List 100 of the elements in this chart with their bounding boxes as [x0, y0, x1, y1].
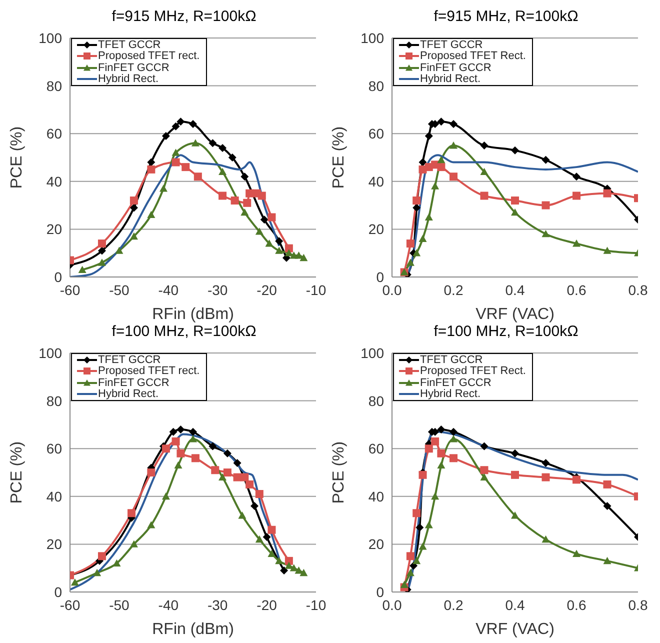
- point: [294, 251, 303, 259]
- point: [412, 249, 421, 256]
- x-tick-label: 0.6: [566, 282, 586, 298]
- y-tick-label: 20: [368, 221, 384, 238]
- point: [211, 466, 220, 474]
- y-tick-label: 100: [38, 344, 62, 361]
- point: [162, 492, 170, 500]
- point: [410, 562, 418, 570]
- point: [603, 246, 612, 254]
- point: [406, 568, 414, 576]
- point: [218, 144, 227, 152]
- x-tick-label: -40: [158, 282, 179, 298]
- point: [416, 523, 424, 532]
- point: [418, 470, 427, 479]
- point: [572, 240, 580, 247]
- point: [603, 189, 612, 198]
- point: [223, 468, 232, 476]
- point: [130, 232, 138, 240]
- point: [159, 184, 168, 192]
- point: [406, 552, 414, 560]
- point: [238, 512, 246, 519]
- point: [260, 216, 268, 224]
- point: [406, 258, 414, 266]
- y-tick-label: 20: [46, 536, 62, 552]
- point: [194, 172, 202, 181]
- point: [162, 444, 170, 453]
- point: [431, 182, 440, 190]
- y-tick-label: 40: [46, 488, 62, 504]
- point: [174, 461, 182, 469]
- x-tick-label: 0.0: [382, 596, 402, 613]
- point: [246, 480, 254, 488]
- point: [147, 468, 156, 476]
- point: [130, 540, 138, 548]
- y-tick-label: 80: [46, 392, 62, 409]
- point: [255, 228, 264, 235]
- point: [176, 118, 185, 126]
- x-tick-label: 0.2: [444, 282, 464, 298]
- legend-label: TFET GCCR: [98, 38, 161, 51]
- point: [268, 550, 276, 557]
- point: [275, 246, 284, 254]
- y-tick-label: 100: [38, 30, 62, 46]
- point: [258, 192, 266, 200]
- point: [93, 568, 102, 576]
- point: [412, 509, 421, 518]
- point: [418, 234, 427, 242]
- point: [275, 556, 284, 564]
- point: [572, 476, 580, 484]
- y-axis-title: PCE (%): [8, 441, 26, 504]
- point: [189, 428, 197, 436]
- y-tick-label: 80: [368, 392, 384, 409]
- x-tick-label: 0.2: [444, 596, 464, 613]
- point: [218, 473, 227, 480]
- point: [265, 240, 274, 247]
- point: [511, 208, 519, 216]
- point: [162, 132, 170, 140]
- point: [542, 230, 550, 238]
- y-axis-title: PCE (%): [330, 441, 348, 504]
- chart-title: f=100 MHz, R=100kΩ: [110, 323, 258, 342]
- x-axis-title: RFin (dBm): [152, 306, 234, 323]
- point: [230, 196, 239, 205]
- point: [172, 148, 180, 156]
- y-tick-label: 40: [368, 488, 384, 504]
- y-axis-title: PCE (%): [330, 126, 348, 189]
- x-tick-label: -60: [60, 596, 80, 613]
- point: [172, 437, 180, 446]
- point: [255, 490, 264, 498]
- point: [424, 213, 433, 220]
- point: [437, 156, 446, 164]
- point: [218, 192, 227, 200]
- x-tick-label: -30: [207, 282, 228, 298]
- point: [172, 122, 180, 130]
- x-tick-label: -20: [256, 282, 278, 298]
- point: [603, 556, 612, 564]
- y-tick-label: 40: [368, 173, 384, 190]
- point: [98, 240, 106, 248]
- y-tick-label: 80: [46, 78, 62, 94]
- x-tick-label: -30: [207, 596, 228, 613]
- point: [147, 158, 156, 166]
- point: [284, 249, 293, 256]
- y-tick-label: 100: [360, 30, 384, 46]
- legend-label: TFET GCCR: [420, 354, 483, 366]
- point: [437, 118, 446, 126]
- point: [480, 168, 488, 176]
- y-tick-label: 60: [46, 126, 62, 142]
- point: [480, 473, 488, 480]
- point: [98, 258, 106, 266]
- point: [284, 562, 293, 569]
- legend-label: FinFET GCCR: [420, 376, 492, 389]
- y-tick-label: 60: [46, 440, 62, 457]
- point: [542, 458, 550, 467]
- x-tick-label: -40: [158, 596, 179, 613]
- x-tick-label: -50: [109, 596, 130, 613]
- legend-label: Proposed TFET Rect.: [420, 365, 526, 378]
- y-tick-label: 0: [376, 268, 384, 285]
- y-tick-label: 0: [54, 268, 62, 285]
- point: [98, 552, 106, 560]
- legend-label: FinFET GCCR: [420, 62, 492, 74]
- point: [284, 556, 293, 565]
- point: [147, 210, 156, 218]
- point: [176, 449, 185, 458]
